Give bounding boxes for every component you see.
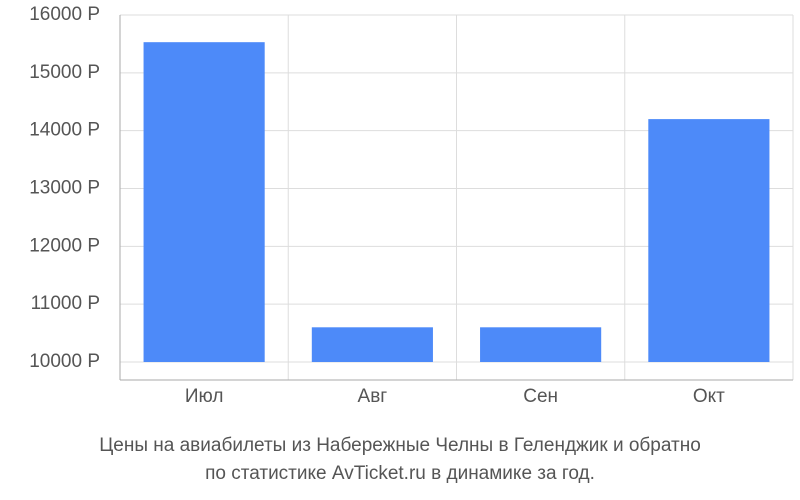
bar	[311, 327, 433, 362]
y-tick-label: 12000 Р	[29, 235, 100, 256]
y-tick-label: 14000 Р	[29, 120, 100, 141]
bar	[648, 119, 770, 362]
bar	[143, 42, 265, 362]
x-tick-label: Окт	[693, 386, 725, 407]
x-tick-label: Июл	[185, 386, 224, 407]
y-tick-label: 10000 Р	[29, 351, 100, 372]
chart-title: по статистике AvTicket.ru в динамике за …	[205, 463, 595, 484]
chart-title: Цены на авиабилеты из Набережные Челны в…	[99, 435, 701, 456]
x-tick-label: Сен	[523, 386, 558, 407]
y-tick-label: 13000 Р	[29, 178, 100, 199]
y-tick-label: 16000 Р	[29, 4, 100, 25]
y-tick-label: 11000 Р	[31, 293, 100, 314]
y-tick-label: 15000 Р	[29, 62, 100, 83]
x-tick-label: Авг	[358, 386, 388, 407]
bar	[480, 327, 602, 362]
